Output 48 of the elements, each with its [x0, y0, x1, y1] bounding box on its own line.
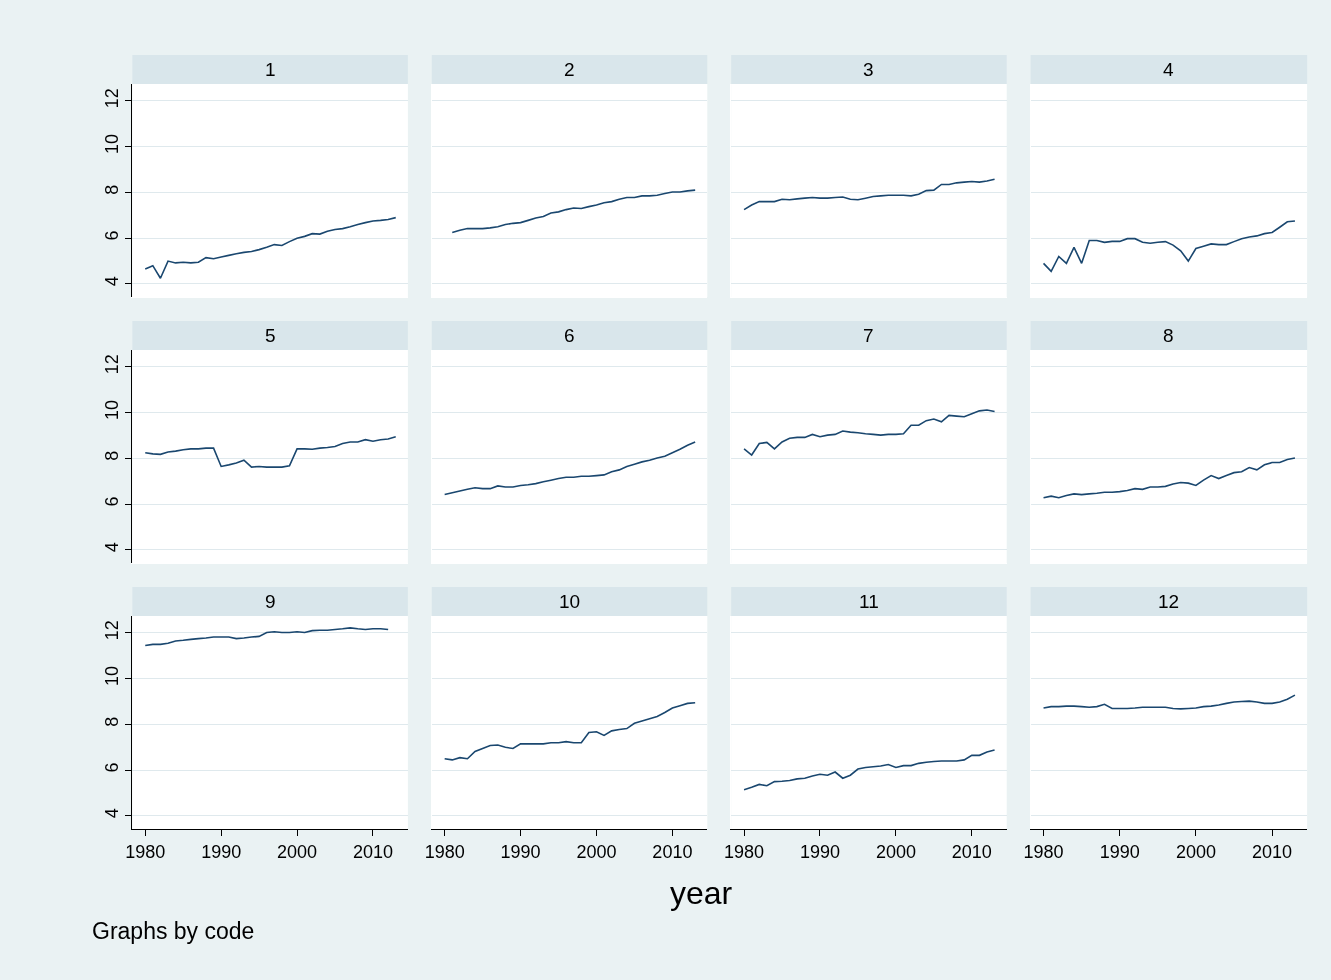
chart-title: 11 — [859, 591, 879, 612]
chart-title: 4 — [1163, 59, 1174, 80]
y-tick-label: 4 — [102, 276, 123, 287]
x-tick-label: 2000 — [1175, 841, 1216, 862]
y-tick-label: 10 — [102, 399, 123, 421]
x-tick-label: 1980 — [724, 841, 765, 862]
y-tick-label: 4 — [102, 808, 123, 819]
line-series — [144, 627, 389, 647]
y-tick-label: 6 — [102, 496, 123, 507]
y-tick-label: 4 — [102, 542, 123, 553]
x-tick-label: 1990 — [1099, 841, 1140, 862]
x-tick-label: 1980 — [1023, 841, 1064, 862]
chart-title: 8 — [1163, 325, 1174, 346]
x-tick-label: 1990 — [201, 841, 242, 862]
text: Graphs by code — [92, 918, 255, 944]
y-tick-label: 6 — [102, 230, 123, 241]
chart-title: 9 — [265, 591, 276, 612]
y-tick-label: 10 — [102, 665, 123, 687]
x-tick-label: 2000 — [576, 841, 617, 862]
x-tick-label: 1980 — [424, 841, 465, 862]
chart-title: 10 — [559, 591, 581, 612]
y-tick-label: 12 — [102, 354, 123, 375]
x-tick-label: 2010 — [652, 841, 693, 862]
x-tick-label: 1980 — [125, 841, 166, 862]
chart-title: 6 — [564, 325, 575, 346]
x-tick-label: 1990 — [799, 841, 840, 862]
y-tick-label: 12 — [102, 88, 123, 109]
y-tick-label: 8 — [102, 716, 123, 727]
chart-title: 12 — [1158, 591, 1180, 612]
chart-title: 7 — [863, 325, 874, 346]
chart-title: 1 — [265, 59, 276, 80]
x-tick-label: 1990 — [500, 841, 541, 862]
chart-title: 5 — [265, 325, 276, 346]
y-tick-label: 12 — [102, 620, 123, 641]
x-tick-label: 2010 — [1252, 841, 1293, 862]
y-tick-label: 6 — [102, 762, 123, 773]
x-tick-label: 2010 — [352, 841, 393, 862]
y-tick-label: 10 — [102, 133, 123, 155]
y-tick-label: 8 — [102, 184, 123, 195]
x-tick-label: 2000 — [875, 841, 916, 862]
x-tick-label: 2010 — [951, 841, 992, 862]
x-tick-label: 2000 — [277, 841, 318, 862]
y-tick-label: 8 — [102, 450, 123, 461]
chart-title: 3 — [863, 59, 874, 80]
x-axis-title: year — [670, 875, 733, 911]
line-series — [144, 435, 397, 468]
chart-title: 2 — [564, 59, 575, 80]
line-series — [144, 216, 397, 280]
